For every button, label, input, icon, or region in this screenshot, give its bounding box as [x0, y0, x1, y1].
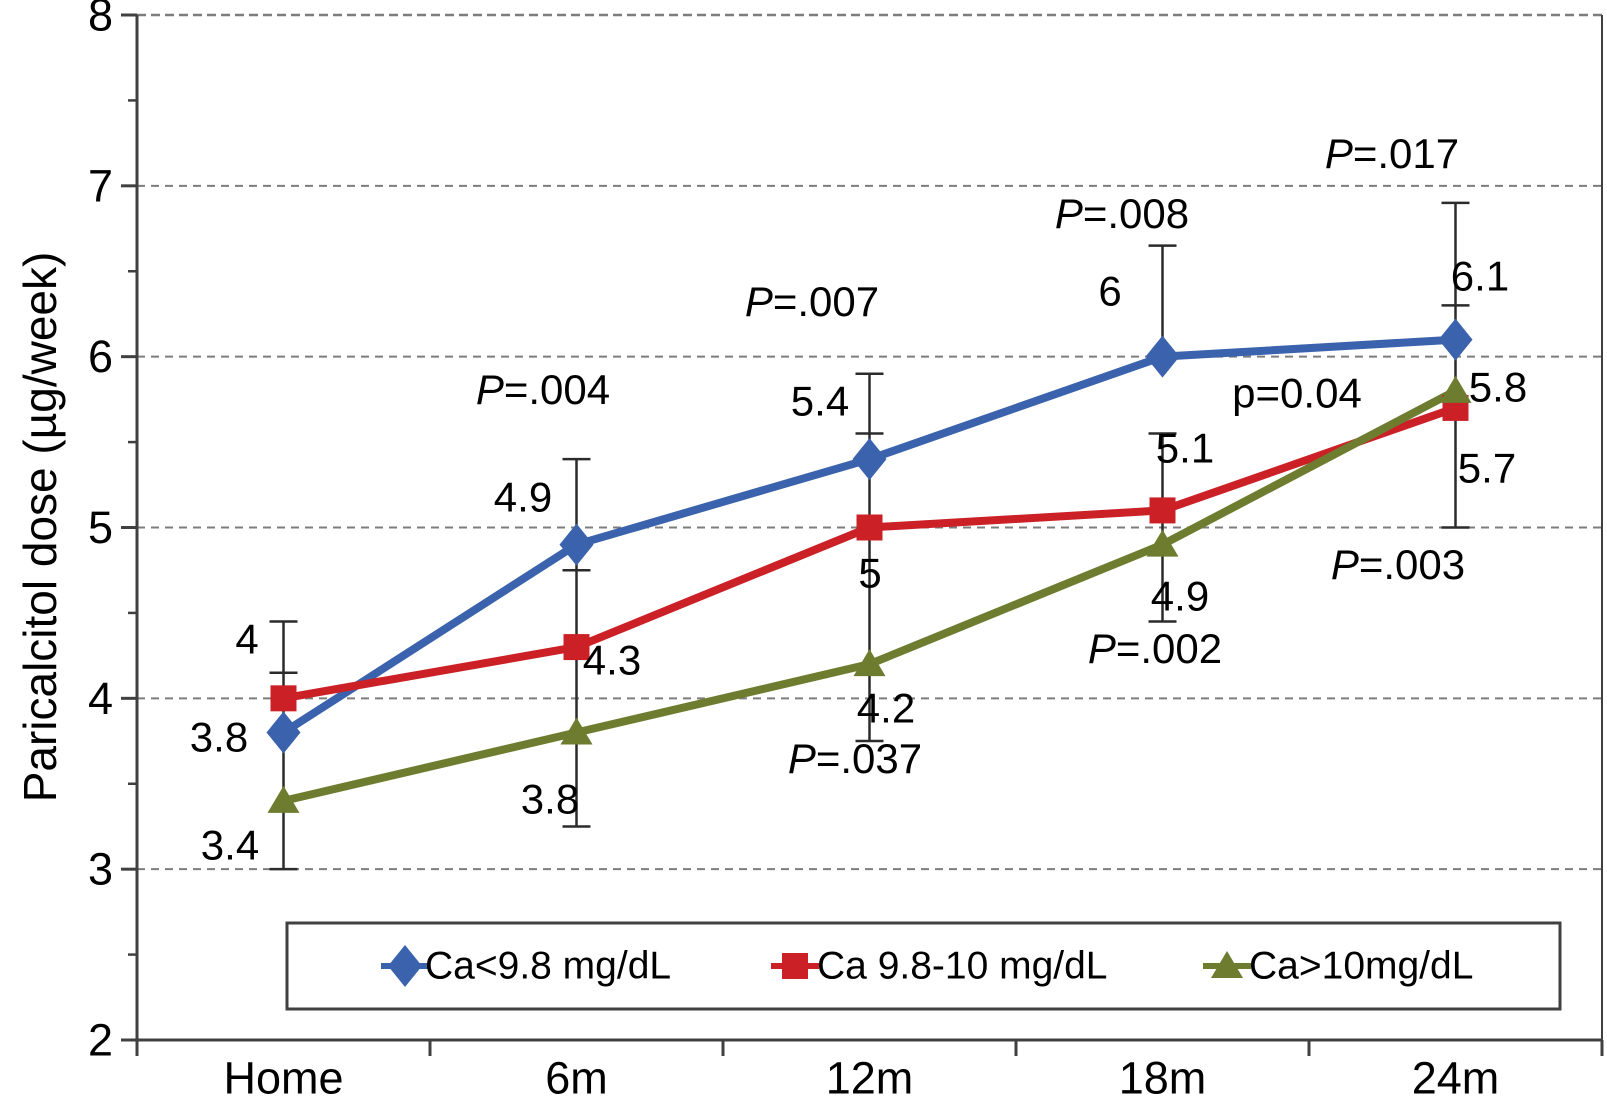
data-point-diamond-6m — [559, 523, 594, 566]
x-tick-label-12m: 12m — [826, 1053, 914, 1104]
point-label-square-24m: 5.7 — [1458, 445, 1516, 492]
data-point-diamond-12m — [852, 438, 887, 481]
point-label-square-18m: 5.1 — [1156, 425, 1214, 472]
point-label-diamond-18m: 6 — [1098, 268, 1121, 315]
p-value-label-6: P=.002 — [1088, 625, 1222, 672]
x-tick-label-24m: 24m — [1412, 1053, 1500, 1104]
p-value-label-1: P=.007 — [745, 278, 879, 325]
x-tick-label-18m: 18m — [1119, 1053, 1207, 1104]
p-value-label-0: P=.004 — [476, 366, 610, 413]
x-tick-label-6m: 6m — [545, 1053, 608, 1104]
data-point-square-Home — [270, 685, 297, 712]
legend-marker-diamond — [388, 945, 422, 987]
point-label-triangle-24m: 5.8 — [1469, 364, 1527, 411]
y-tick-label-5: 5 — [88, 502, 113, 553]
point-label-triangle-12m: 4.2 — [857, 685, 915, 732]
y-tick-label-4: 4 — [88, 673, 113, 724]
y-tick-label-3: 3 — [88, 844, 113, 895]
p-value-label-5: P=.003 — [1331, 541, 1465, 588]
data-point-diamond-24m — [1438, 318, 1473, 361]
point-label-square-6m: 4.3 — [583, 637, 641, 684]
legend-marker-square — [782, 953, 808, 979]
data-point-triangle-12m — [853, 649, 886, 677]
data-point-square-18m — [1149, 497, 1176, 524]
point-label-diamond-6m: 4.9 — [494, 474, 552, 521]
y-tick-label-6: 6 — [88, 331, 113, 382]
data-point-diamond-18m — [1145, 335, 1180, 378]
data-point-diamond-Home — [266, 711, 301, 754]
legend-label-1: Ca 9.8-10 mg/dL — [817, 945, 1108, 988]
point-label-diamond-12m: 5.4 — [791, 378, 849, 425]
p-value-label-7: P=.037 — [788, 735, 922, 782]
point-label-triangle-6m: 3.8 — [521, 776, 579, 823]
p-value-label-4: p=0.04 — [1232, 370, 1362, 417]
data-point-triangle-18m — [1146, 529, 1179, 557]
x-tick-label-Home: Home — [223, 1053, 343, 1104]
data-point-square-6m — [563, 634, 590, 661]
y-tick-label-8: 8 — [88, 0, 113, 41]
y-tick-label-7: 7 — [88, 160, 113, 211]
legend-box — [285, 921, 1562, 1011]
legend-label-2: Ca>10mg/dL — [1249, 945, 1473, 988]
data-point-triangle-24m — [1439, 375, 1472, 403]
y-tick-label-2: 2 — [88, 1015, 113, 1066]
legend-label-0: Ca<9.8 mg/dL — [425, 945, 671, 988]
data-point-triangle-6m — [560, 717, 593, 745]
point-label-diamond-Home: 3.8 — [190, 714, 248, 761]
data-point-square-12m — [856, 514, 883, 541]
p-value-label-3: P=.017 — [1325, 130, 1459, 177]
point-label-diamond-24m: 6.1 — [1451, 253, 1509, 300]
point-label-square-Home: 4 — [235, 616, 258, 663]
legend-marker-triangle — [1211, 951, 1243, 978]
y-axis-title: Paricalcitol dose (µg/week) — [14, 252, 66, 803]
data-point-triangle-Home — [267, 785, 300, 813]
point-label-square-12m: 5 — [858, 550, 881, 597]
p-value-label-2: P=.008 — [1055, 190, 1189, 237]
point-label-triangle-Home: 3.4 — [201, 822, 259, 869]
point-label-triangle-18m: 4.9 — [1151, 573, 1209, 620]
